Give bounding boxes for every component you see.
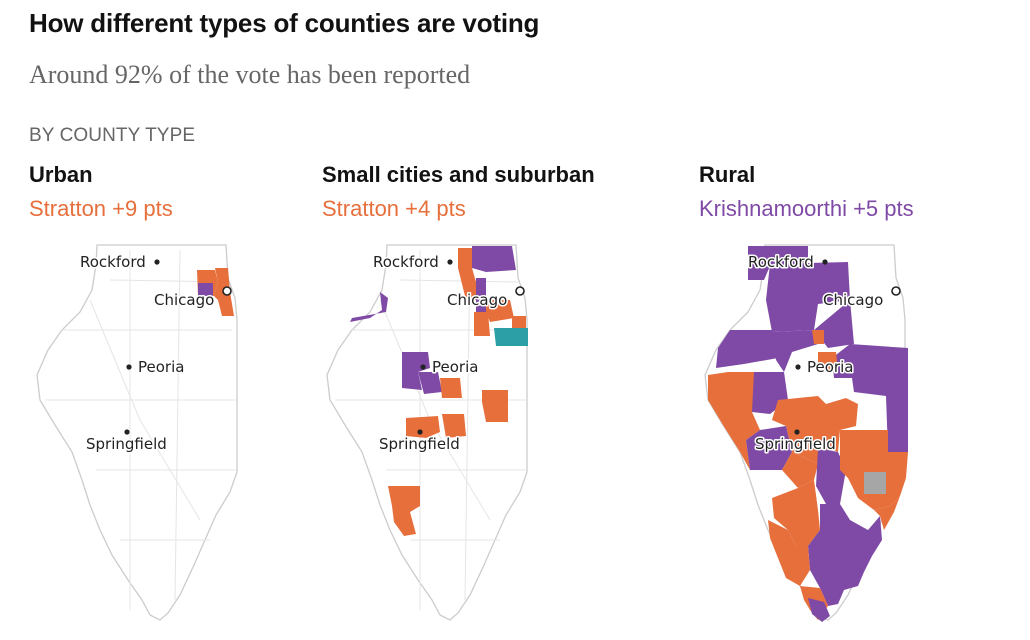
panel-title-rural: Rural: [699, 162, 756, 187]
panel-result-suburban: Stratton +4 pts: [322, 196, 466, 221]
city-label-chicago: Chicago: [154, 291, 214, 309]
map-rural: [704, 244, 908, 622]
urban-counties: [197, 268, 234, 316]
city-markers-urban: Rockford Chicago Peoria Springfield: [79, 252, 232, 455]
panel-result-rural: Krishnamoorthi +5 pts: [699, 196, 914, 221]
city-dot-springfield: [794, 429, 800, 435]
city-label-springfield: Springfield: [755, 435, 836, 453]
city-dot-rockford: [822, 259, 828, 265]
city-dot-springfield: [124, 429, 130, 435]
city-markers-rural: Rockford Chicago Peoria Springfield: [747, 252, 901, 455]
city-label-chicago: Chicago: [823, 291, 883, 309]
city-dot-springfield: [417, 429, 423, 435]
city-label-chicago: Chicago: [447, 291, 507, 309]
city-dot-peoria: [795, 364, 801, 370]
city-label-rockford: Rockford: [748, 253, 814, 271]
city-label-rockford: Rockford: [80, 253, 146, 271]
panel-rural: Rural Krishnamoorthi +5 pts: [699, 160, 1030, 640]
city-label-rockford: Rockford: [373, 253, 439, 271]
county-dupage: [198, 283, 213, 296]
panel-result-urban: Stratton +9 pts: [29, 196, 173, 221]
city-label-springfield: Springfield: [379, 435, 460, 453]
city-markers-suburban: Rockford Chicago Peoria Springfield: [372, 252, 525, 455]
city-label-peoria: Peoria: [807, 358, 853, 376]
illinois-outline: [36, 244, 238, 621]
city-label-springfield: Springfield: [86, 435, 167, 453]
road-lines: [335, 249, 526, 610]
city-dot-chicago: [222, 286, 232, 296]
suburban-counties: [350, 246, 528, 536]
rural-counties: [708, 246, 908, 622]
section-label: BY COUNTY TYPE: [29, 125, 196, 146]
city-dot-peoria: [420, 364, 426, 370]
city-label-peoria: Peoria: [432, 358, 478, 376]
city-dot-rockford: [154, 259, 160, 265]
city-dot-rockford: [447, 259, 453, 265]
panel-title-suburban: Small cities and suburban: [322, 162, 595, 187]
city-label-peoria: Peoria: [138, 358, 184, 376]
map-suburban: [326, 244, 528, 621]
city-dot-chicago: [515, 286, 525, 296]
road-lines: [45, 249, 236, 610]
chart-subtitle: Around 92% of the vote has been reported: [29, 60, 471, 89]
city-dot-peoria: [126, 364, 132, 370]
panel-suburban: Small cities and suburban Stratton +4 pt…: [322, 160, 662, 640]
city-dot-chicago: [891, 286, 901, 296]
chart-title: How different types of counties are voti…: [29, 8, 540, 38]
panel-title-urban: Urban: [29, 162, 93, 187]
panel-urban: Urban Stratton +9 pts: [29, 160, 369, 640]
